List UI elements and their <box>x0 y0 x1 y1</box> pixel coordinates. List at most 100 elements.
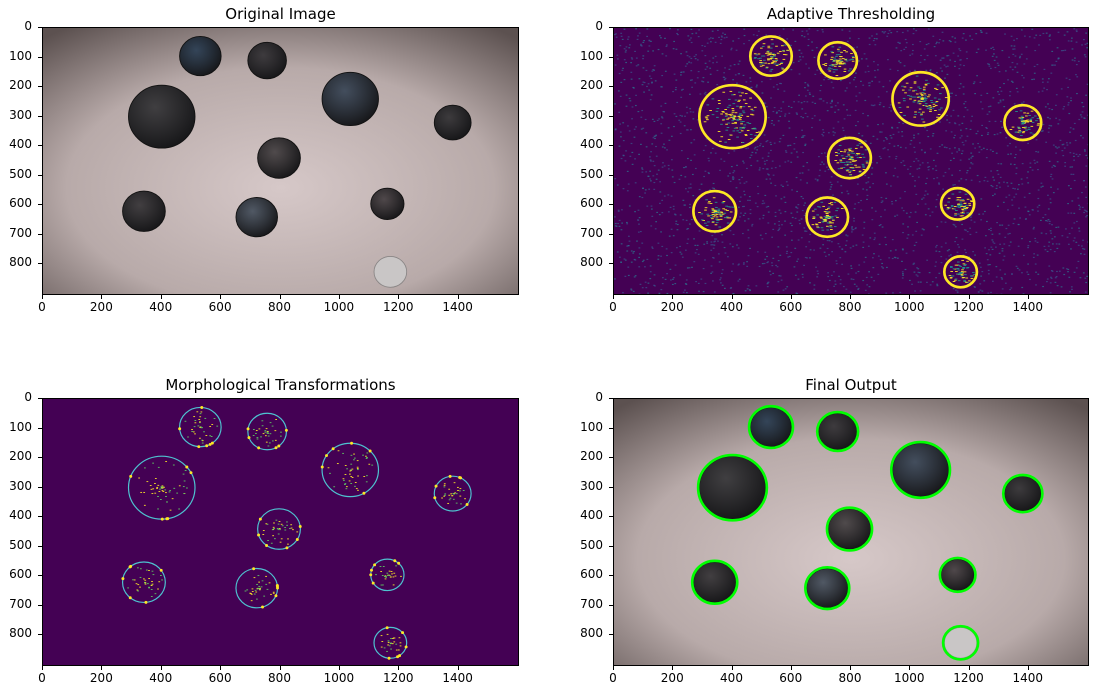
y-tick-mark <box>609 575 613 577</box>
x-tick-mark <box>160 295 162 299</box>
coin-outline <box>1001 473 1044 514</box>
x-tick-label: 200 <box>89 671 113 685</box>
y-tick-mark <box>609 634 613 636</box>
x-tick-mark <box>613 666 614 670</box>
y-tick-mark <box>609 145 613 147</box>
x-tick-mark <box>220 666 222 670</box>
panel-morph: Morphological Transformations 0 100 200 300 4… <box>9 376 519 685</box>
y-tick-label: 600 <box>580 567 603 582</box>
y-tick-mark <box>609 115 613 117</box>
panel-title: Morphological Transformations <box>165 376 396 394</box>
coin-outline <box>804 565 851 611</box>
y-tick-label: 800 <box>580 626 603 641</box>
x-tick-label: 1200 <box>953 671 984 685</box>
coin-outline <box>747 404 795 450</box>
y-tick-mark <box>38 233 42 235</box>
coin <box>940 558 975 592</box>
x-tick-label: 1200 <box>382 671 414 685</box>
x-tick-mark <box>850 295 851 299</box>
x-tick-label: 400 <box>149 300 173 314</box>
x-tick-mark <box>338 295 340 299</box>
coin-edge <box>891 70 951 127</box>
y-tick-mark <box>38 174 42 176</box>
image-canvas <box>43 28 518 294</box>
y-tick-mark <box>609 86 613 88</box>
x-tick-label: 1400 <box>1012 300 1044 314</box>
x-tick-mark <box>101 295 103 299</box>
panel-title: Final Output <box>805 376 897 394</box>
coin <box>257 137 301 179</box>
x-tick-mark <box>1027 666 1029 670</box>
y-tick-mark <box>609 56 613 58</box>
coin-outline <box>690 559 739 605</box>
x-tick-label: 0 <box>38 300 46 314</box>
x-tick-mark <box>279 666 281 670</box>
coin-edge <box>817 40 859 81</box>
x-tick-label: 1400 <box>1012 671 1044 685</box>
y-tick-label: 100 <box>580 48 603 63</box>
y-tick-mark <box>38 86 42 88</box>
y-tick-label: 300 <box>580 107 603 122</box>
x-tick-label: 1000 <box>323 300 355 314</box>
y-tick-label: 700 <box>580 225 603 240</box>
coin <box>235 197 278 238</box>
x-tick-mark <box>731 666 733 670</box>
x-tick-label: 800 <box>838 671 862 685</box>
y-tick-mark <box>609 457 613 459</box>
x-tick-mark <box>398 295 400 299</box>
y-tick-label: 700 <box>9 225 32 240</box>
x-tick-mark <box>279 295 281 299</box>
y-tick-mark <box>38 575 42 577</box>
y-tick-label: 700 <box>9 596 32 611</box>
x-tick-mark <box>338 666 340 670</box>
y-tick-label: 300 <box>9 478 32 493</box>
x-tick-mark <box>790 295 792 299</box>
x-tick-label: 0 <box>609 671 617 685</box>
x-tick-label: 1400 <box>442 300 473 314</box>
coin-edge <box>826 136 873 180</box>
y-tick-label: 500 <box>580 166 603 181</box>
coin-edge <box>121 561 166 604</box>
x-tick-mark <box>101 666 103 670</box>
x-tick-label: 1400 <box>442 671 473 685</box>
x-tick-label: 0 <box>38 671 46 685</box>
y-tick-label: 400 <box>580 508 603 523</box>
panel-title: Adaptive Thresholding <box>766 5 936 23</box>
x-tick-mark <box>672 295 674 299</box>
y-tick-mark <box>609 486 613 488</box>
y-tick-mark <box>38 486 42 488</box>
coin-edge <box>1003 103 1043 142</box>
y-tick-mark <box>38 427 42 429</box>
y-tick-mark <box>38 27 42 28</box>
coin <box>128 84 196 149</box>
x-tick-mark <box>42 666 43 670</box>
y-tick-label: 600 <box>9 196 32 211</box>
y-tick-label: 100 <box>9 48 32 63</box>
y-tick-mark <box>609 398 613 399</box>
y-tick-label: 200 <box>580 449 603 464</box>
y-tick-label: 200 <box>9 449 32 464</box>
x-tick-label: 1000 <box>893 671 925 685</box>
y-tick-mark <box>38 145 42 147</box>
image-canvas <box>43 399 518 665</box>
coin <box>247 41 287 80</box>
y-tick-mark <box>609 204 613 206</box>
coin <box>943 626 978 659</box>
y-tick-mark <box>609 516 613 518</box>
y-tick-mark <box>609 545 613 547</box>
x-tick-mark <box>220 295 222 299</box>
coin <box>433 104 472 141</box>
x-tick-label: 1200 <box>382 300 414 314</box>
x-tick-mark <box>909 666 911 670</box>
y-tick-label: 0 <box>595 19 603 33</box>
y-tick-mark <box>609 27 613 28</box>
coin <box>827 508 872 550</box>
y-tick-mark <box>38 398 42 399</box>
y-tick-mark <box>38 115 42 117</box>
x-tick-mark <box>672 666 674 670</box>
y-tick-mark <box>38 457 42 459</box>
y-tick-label: 700 <box>580 596 603 611</box>
coin-outline <box>696 453 769 522</box>
x-tick-label: 600 <box>208 671 232 685</box>
x-tick-mark <box>42 295 43 299</box>
